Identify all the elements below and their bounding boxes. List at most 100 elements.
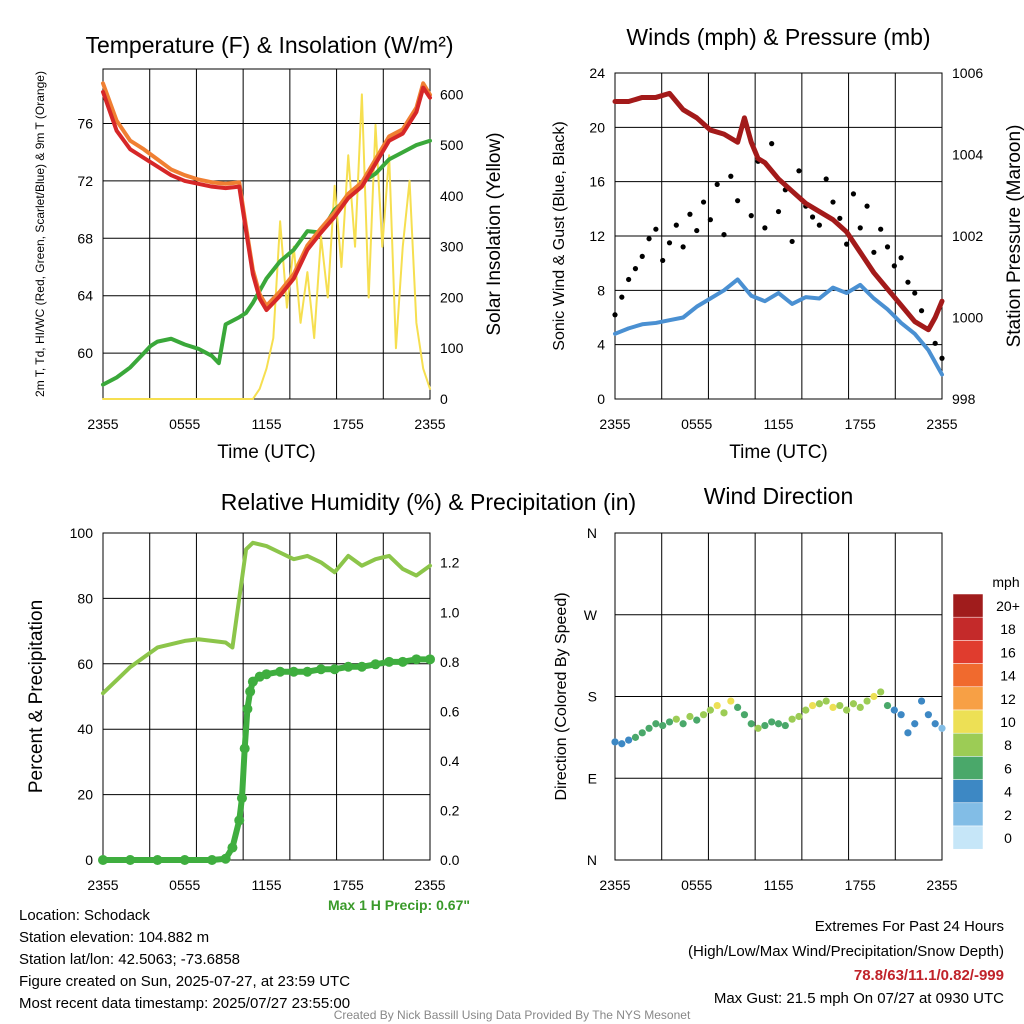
direction-point	[815, 700, 823, 708]
x-tick-label: 0555	[681, 877, 712, 893]
recent-data-label: Most recent data timestamp: 2025/07/27 2…	[19, 995, 351, 1012]
legend-label: 6	[1004, 760, 1012, 776]
direction-point	[754, 724, 762, 732]
y-tick-label: 100	[70, 525, 94, 541]
gust-point	[721, 232, 727, 238]
legend-swatch	[952, 616, 984, 641]
gust-point	[687, 211, 693, 217]
chart-title: Relative Humidity (%) & Precipitation (i…	[221, 489, 636, 515]
gust-point	[871, 249, 877, 255]
plot-frame-1	[614, 72, 943, 400]
legend-swatch	[952, 779, 984, 804]
legend-swatch	[952, 732, 984, 757]
gust-point	[673, 222, 679, 228]
direction-point	[611, 738, 619, 746]
y-right-tick-label: 1002	[952, 228, 983, 244]
legend-title: mph	[992, 574, 1019, 590]
y-axis-label: Direction (Colored By Speed)	[553, 592, 570, 800]
gust-point	[816, 222, 822, 228]
dewpoint-line	[101, 138, 432, 387]
gust-point	[905, 279, 911, 285]
direction-point	[863, 697, 871, 705]
direction-tick-label: N	[587, 525, 597, 541]
y-axis-label: 2m T, Td, HI/WC (Red, Green, Scarlet/Blu…	[33, 71, 47, 397]
legend-swatch	[952, 756, 984, 780]
direction-point	[911, 720, 919, 728]
elevation-label: Station elevation: 104.882 m	[19, 929, 210, 946]
created-label: Figure created on Sun, 2025-07-27, at 23…	[19, 973, 351, 990]
insolation-line	[102, 93, 431, 400]
direction-point	[747, 720, 755, 728]
gust-point	[830, 199, 836, 205]
legend-swatch	[952, 825, 984, 850]
chart-title: Temperature (F) & Insolation (W/m²)	[85, 32, 453, 58]
gust-point	[700, 199, 707, 205]
legend-label: 2	[1004, 807, 1012, 823]
legend-label: 10	[1000, 714, 1016, 730]
gust-point	[653, 226, 659, 232]
direction-point	[795, 712, 803, 721]
direction-point	[890, 706, 898, 714]
y-tick-label: 20	[77, 787, 93, 803]
y-right-tick-label: 0.6	[440, 703, 460, 719]
y-right-tick-label: 400	[440, 188, 464, 204]
x-tick-label: 2355	[926, 877, 957, 893]
gust-point	[735, 198, 741, 204]
legend-label: 0	[1004, 830, 1012, 846]
direction-point	[679, 720, 687, 728]
direction-point	[938, 724, 946, 732]
extremes-title: Extremes For Past 24 Hours	[814, 918, 1004, 935]
y-tick-label: 68	[77, 230, 93, 246]
direction-tick-label: N	[587, 852, 597, 868]
gust-point	[728, 173, 734, 179]
legend-label: 8	[1004, 737, 1012, 753]
location-label: Location: Schodack	[19, 907, 150, 924]
temp-9m-line	[101, 81, 432, 308]
direction-point	[917, 697, 926, 705]
direction-point	[843, 706, 851, 714]
y-tick-label: 0	[85, 852, 93, 868]
gust-point	[775, 208, 782, 215]
direction-point	[699, 711, 708, 719]
gust-point	[884, 244, 891, 250]
direction-point	[808, 701, 817, 710]
direction-point	[788, 715, 796, 723]
y-tick-label: 20	[589, 119, 605, 135]
y-right-tick-label: 1006	[952, 65, 983, 81]
legend-label: 12	[1000, 691, 1016, 707]
max-gust-label: Max Gust: 21.5 mph On 07/27 at 0930 UTC	[713, 990, 1004, 1007]
gust-point	[939, 355, 945, 361]
gust-point	[694, 227, 700, 234]
y-tick-label: 24	[589, 65, 605, 81]
y-tick-label: 64	[77, 288, 93, 304]
direction-point	[727, 697, 735, 705]
gust-point	[666, 240, 673, 246]
direction-point	[625, 736, 633, 744]
direction-point	[713, 701, 721, 710]
gust-point	[707, 217, 713, 223]
gust-point	[639, 253, 645, 259]
direction-point	[829, 703, 837, 712]
plot-frame-0	[102, 68, 431, 400]
gust-point	[837, 215, 843, 221]
humidity-line	[101, 540, 432, 696]
direction-point	[897, 711, 905, 719]
credit-label: Created By Nick Bassill Using Data Provi…	[333, 1008, 691, 1022]
direction-tick-label: E	[588, 770, 597, 786]
legend-label: 16	[1000, 644, 1016, 660]
y-tick-label: 80	[77, 590, 93, 606]
direction-point	[652, 720, 660, 728]
gust-point	[714, 181, 720, 187]
y-right-tick-label: 0.0	[440, 852, 460, 868]
y-right-tick-label: 1.0	[440, 604, 460, 620]
gust-point	[769, 141, 775, 147]
y-right-tick-label: 0.8	[440, 654, 460, 670]
direction-point	[693, 716, 701, 724]
legend-swatch	[952, 593, 984, 618]
direction-point	[931, 720, 939, 728]
direction-point	[802, 706, 810, 714]
gust-point	[823, 176, 829, 182]
sonic-wind-line	[613, 277, 944, 377]
gust-point	[898, 255, 904, 261]
